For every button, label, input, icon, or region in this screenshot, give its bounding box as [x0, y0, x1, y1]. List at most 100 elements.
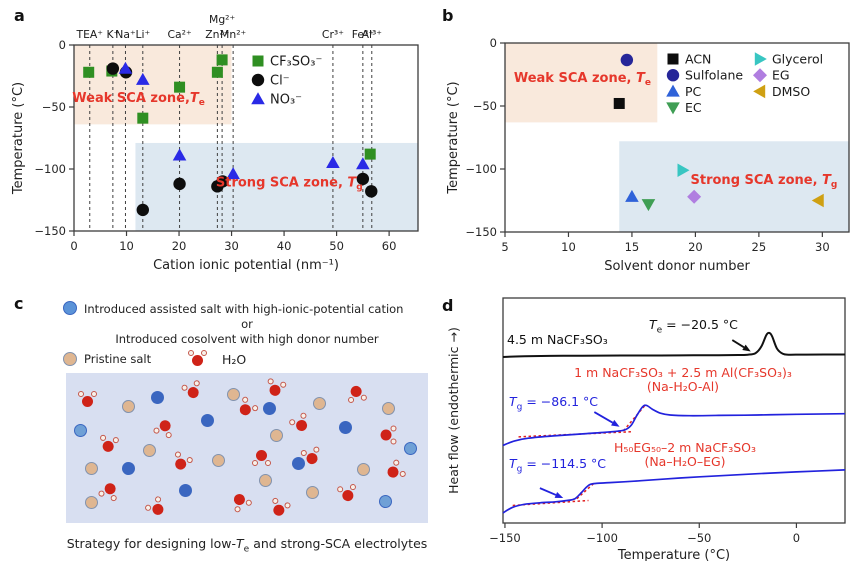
cation-label: TEA⁺ [75, 28, 103, 41]
legend-label-EG: EG [772, 68, 790, 83]
data-point-EC [641, 199, 656, 212]
hydrogen-atom [153, 495, 163, 504]
introduced-salt-light [73, 423, 87, 437]
data-point-CF₃SO₃⁻ [83, 66, 95, 78]
hydrogen-atom [398, 469, 407, 479]
pristine-salt [258, 473, 272, 487]
water-molecule-icon [187, 349, 209, 368]
x-tick-label: 30 [815, 240, 830, 254]
x-tick-label: 10 [561, 240, 576, 254]
pristine-salt [121, 399, 135, 413]
te-subscript: e [656, 325, 663, 336]
data-point-NO₃⁻ [226, 167, 240, 180]
data-point-DMSO [811, 193, 824, 208]
curve1-label: 4.5 m NaCF₃SO₃ [507, 332, 608, 347]
legend-label-EC: EC [685, 100, 702, 115]
water-molecule [299, 444, 325, 468]
legend-label-Cl⁻: Cl⁻ [270, 74, 290, 89]
pristine-salt [211, 453, 225, 467]
caption-subscript: e [243, 544, 250, 555]
oxygen-atom [294, 417, 310, 433]
x-tick-label: 40 [277, 239, 292, 253]
legend-marker-ACN [667, 53, 679, 65]
legend-marker-EG [753, 68, 767, 83]
hydrogen-atom [164, 431, 173, 439]
annotation-arrowhead [611, 419, 620, 427]
y-tick-label: −100 [465, 162, 497, 176]
water-molecule [226, 488, 255, 515]
annotation-arrow [539, 487, 557, 496]
legend-or: or [241, 317, 253, 331]
introduced-salt [178, 483, 192, 497]
panel-b-scatter-chart: 5 10 15 20 25 30 0 −50 −100 −150 Solvent donor num… [446, 36, 850, 274]
y-axis-title: Temperature (°C) [446, 81, 461, 194]
water-molecule [379, 425, 398, 447]
panel-d-dsc-chart: −150 −100 −50 0 Temperature (°C) Heat flow (e… [430, 280, 859, 561]
pristine-salt [381, 401, 395, 415]
annotation-arrow [593, 411, 614, 424]
cation-label: Fe³⁺ [352, 28, 374, 41]
oxygen-atom [150, 501, 166, 518]
zone-rect [74, 45, 232, 125]
tg2-value: = −114.5 °C [522, 456, 606, 471]
water-molecule [179, 378, 206, 403]
x-axis-title: Temperature (°C) [617, 548, 730, 561]
data-point-CF₃SO₃⁻ [137, 112, 149, 124]
introduced-salt-icon [63, 301, 77, 315]
oxygen-atom [231, 492, 247, 508]
x-tick-label: 50 [329, 239, 344, 253]
tg1-subscript: g [516, 402, 523, 413]
y-tick-label: 0 [59, 38, 66, 52]
mix2-line2: (Na–H₂O–EG) [644, 454, 726, 469]
hydrogen-atom [283, 501, 292, 510]
data-point-Cl⁻ [106, 62, 120, 75]
x-axis-title: Cation ionic potential (nm⁻¹) [153, 258, 339, 273]
pristine-salt [305, 485, 319, 499]
pristine-salt [84, 461, 98, 475]
tg2-symbol: T [509, 456, 517, 471]
pristine-salt [269, 428, 283, 442]
data-point-Cl⁻ [136, 203, 149, 217]
cation-label: K⁺ [106, 28, 119, 41]
cation-label: Mg²⁺ [209, 13, 235, 26]
panel-a-scatter-chart: TEA⁺ K⁺Na⁺ Li⁺ Ca²⁺ Zn²⁺ Mg²⁺ Mn²⁺ Cr³⁺ Fe³⁺Al³⁺… [11, 13, 419, 273]
legend-label-CF₃SO₃⁻: CF₃SO₃⁻ [270, 55, 322, 70]
cation-label: Ca²⁺ [167, 28, 191, 41]
oxygen-atom [186, 385, 201, 400]
hydrogen-atom [78, 391, 84, 397]
water-molecule [287, 410, 316, 437]
introduced-salt [291, 456, 305, 470]
oxygen-atom [158, 418, 173, 433]
y-tick-label: 0 [490, 36, 497, 50]
water-molecule [97, 433, 122, 456]
hydrogen-atom [109, 494, 118, 502]
dsc-curve [502, 404, 846, 447]
legend-marker-Sulfolane [666, 69, 680, 82]
electrolyte-box [66, 373, 428, 523]
y-tick-label: −50 [42, 100, 66, 114]
hydrogen-atom [91, 391, 97, 397]
oxygen-atom [385, 464, 401, 480]
legend-pristine-label: Pristine salt [84, 352, 152, 366]
pristine-salt [142, 443, 156, 457]
pristine-salt [356, 462, 370, 476]
water-molecule [95, 478, 122, 503]
legend-introduced-line2: Introduced cosolvent with high donor num… [115, 332, 379, 346]
caption-pre: Strategy for designing low- [66, 536, 237, 551]
legend-marker-EC [666, 102, 680, 115]
tg2-subscript: g [516, 464, 523, 475]
water-molecule [168, 449, 196, 476]
data-point-CF₃SO₃⁻ [211, 66, 223, 78]
pristine-salt [226, 387, 240, 401]
legend-label-Sulfolane: Sulfolane [685, 68, 743, 83]
oxygen-atom [82, 396, 93, 407]
data-point-NO₃⁻ [326, 156, 340, 168]
water-molecule [142, 493, 171, 522]
panel-c-letter: c [14, 294, 24, 313]
panel-a-letter: a [14, 6, 25, 25]
axis-frame [502, 297, 846, 524]
x-tick-label: −100 [586, 531, 618, 545]
x-tick-label: 0 [793, 531, 800, 545]
data-point-Cl⁻ [365, 185, 378, 198]
dsc-plot: −150 −100 −50 0 Temperature (°C) Heat flow (e… [446, 297, 846, 561]
